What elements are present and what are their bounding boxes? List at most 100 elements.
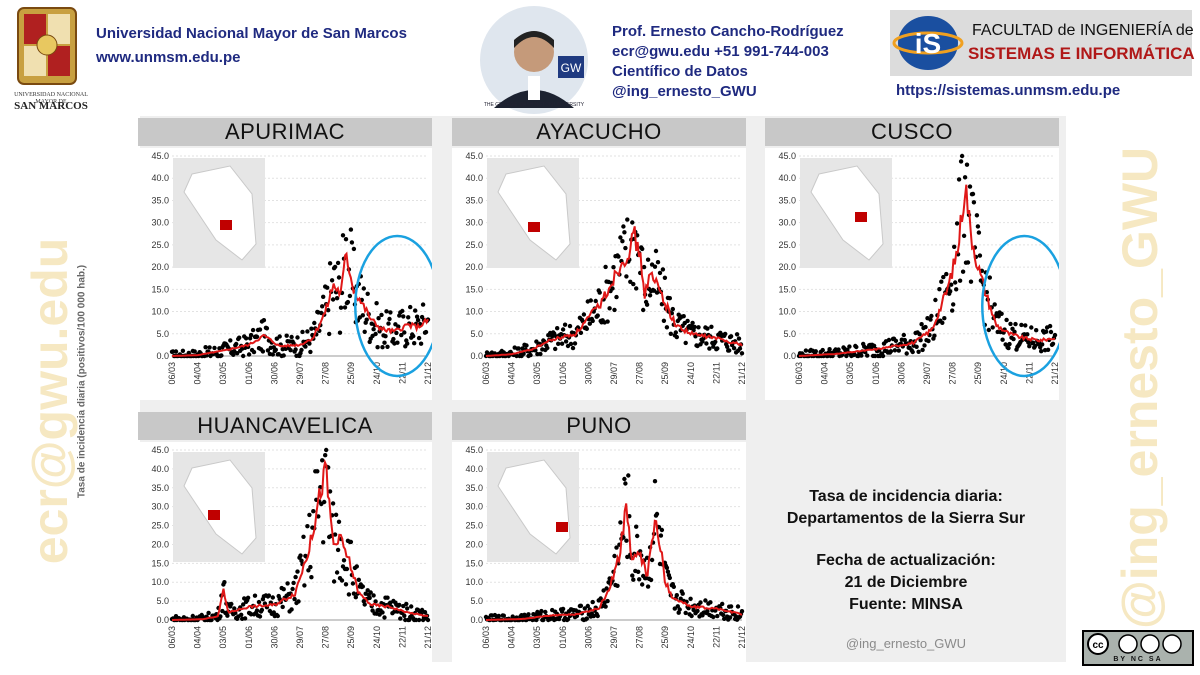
data-point (836, 347, 841, 352)
y-tick-label: 35.0 (151, 195, 169, 205)
data-point (572, 341, 578, 346)
chart-plot-area: 0.0 5.0 10.0 15.0 20.0 25.0 30.0 35.0 40.0 45.0 06… (765, 148, 1068, 400)
data-point (685, 318, 690, 324)
data-point (690, 320, 695, 326)
data-point (1034, 328, 1039, 333)
data-point (1007, 341, 1012, 347)
x-tick-label: 21/12 (1050, 362, 1059, 385)
chart-title: HUANCAVELICA (138, 412, 432, 440)
faculty-site[interactable]: https://sistemas.unmsm.edu.pe (896, 82, 1121, 99)
data-point (180, 348, 186, 353)
chart-title: PUNO (452, 412, 746, 440)
x-tick-label: 22/11 (1024, 362, 1034, 384)
chart-panel-ayacucho: AYACUCHO 0.0 5.0 10.0 15.0 20.0 25.0 30.0 35.0 40… (452, 118, 747, 400)
x-tick-label: 06/03 (794, 362, 804, 385)
data-point (1050, 341, 1056, 346)
data-point (886, 337, 892, 343)
data-point (937, 287, 942, 292)
y-tick-label: 20.0 (151, 262, 169, 272)
data-point (305, 329, 310, 334)
data-point (648, 577, 654, 583)
data-point (414, 314, 420, 319)
university-site[interactable]: www.unmsm.edu.pe (96, 49, 241, 66)
data-point (709, 324, 714, 329)
data-point (306, 568, 311, 573)
chart-title: CUSCO (765, 118, 1059, 146)
professor-handle[interactable]: @ing_ernesto_GWU (612, 83, 757, 100)
data-point (683, 610, 688, 616)
data-point (1039, 349, 1044, 354)
data-point (337, 330, 343, 335)
data-point (975, 224, 981, 229)
y-tick-label: 45.0 (151, 151, 169, 161)
data-point (538, 351, 543, 357)
professor-contact[interactable]: ecr@gwu.edu +51 991-744-003 (612, 43, 829, 60)
data-point (704, 341, 709, 346)
data-point (339, 578, 345, 583)
data-point (373, 599, 378, 604)
y-tick-label: 15.0 (465, 284, 483, 294)
data-point (939, 279, 944, 284)
data-point (281, 587, 286, 592)
data-point (270, 595, 275, 600)
data-point (342, 305, 348, 310)
data-point (597, 290, 602, 295)
data-point (323, 453, 328, 458)
data-point (623, 481, 628, 486)
data-point (380, 345, 385, 350)
data-point (412, 341, 417, 346)
peru-mini-map (487, 158, 579, 268)
chart-svg: 0.0 5.0 10.0 15.0 20.0 25.0 30.0 35.0 40.0 45.0 06… (465, 151, 747, 385)
data-point (611, 265, 616, 270)
data-point (382, 340, 387, 345)
data-point (929, 313, 934, 319)
chart-plot-area: 0.0 5.0 10.0 15.0 20.0 25.0 30.0 35.0 40.0 45.0 06… (138, 442, 433, 664)
cc-license-text: BY NC SA (1113, 656, 1163, 663)
cc-license-badge[interactable]: cc BY NC SA (1082, 630, 1194, 666)
department-highlight (220, 220, 232, 230)
data-point (986, 327, 991, 333)
professor-role: Científico de Datos (612, 63, 748, 80)
data-point (388, 310, 393, 315)
y-tick-label: 20.0 (465, 262, 483, 272)
y-tick-label: 35.0 (465, 483, 483, 493)
data-point (288, 348, 293, 353)
data-point (353, 595, 358, 600)
data-point (647, 293, 653, 298)
data-point (192, 349, 197, 354)
y-tick-label: 10.0 (151, 577, 169, 587)
data-point (387, 316, 392, 322)
y-tick-label: 20.0 (465, 539, 483, 549)
data-point (379, 312, 384, 318)
x-tick-label: 22/11 (711, 362, 721, 384)
data-point (343, 237, 349, 242)
data-point (271, 610, 276, 615)
data-point (711, 614, 716, 620)
data-point (360, 313, 365, 318)
data-point (584, 326, 589, 331)
data-point (256, 599, 262, 605)
chart-title: APURIMAC (138, 118, 432, 146)
data-point (312, 320, 317, 326)
data-point (553, 346, 558, 352)
data-point (603, 264, 608, 270)
data-point (720, 601, 725, 607)
data-point (620, 239, 625, 244)
data-point (950, 308, 955, 313)
data-point (329, 278, 335, 283)
x-tick-label: 03/05 (218, 362, 228, 385)
x-tick-label: 04/04 (507, 626, 517, 649)
x-tick-label: 24/10 (686, 626, 696, 649)
data-point (349, 240, 355, 245)
data-point (607, 306, 612, 311)
data-point (892, 348, 898, 353)
data-point (225, 613, 230, 618)
peru-outline-icon (183, 165, 257, 261)
data-point (418, 341, 424, 346)
data-point (423, 329, 429, 335)
chart-svg: 0.0 5.0 10.0 15.0 20.0 25.0 30.0 35.0 40.0 45.0 06… (151, 151, 441, 385)
data-point (190, 613, 195, 619)
data-point (637, 577, 642, 582)
x-tick-label: 27/08 (635, 362, 645, 385)
data-point (658, 533, 664, 538)
